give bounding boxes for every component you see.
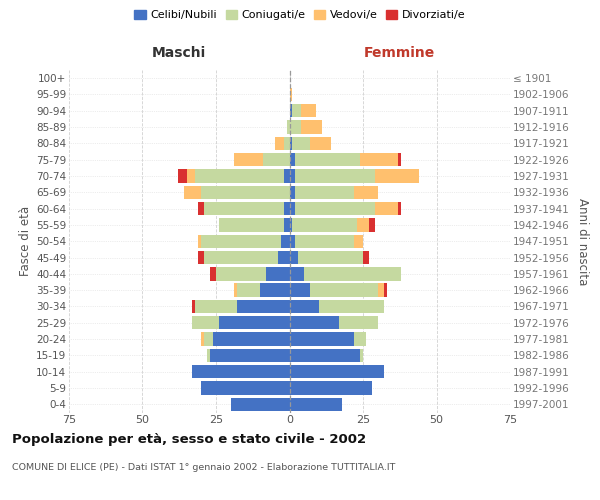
Bar [298, 251, 363, 264]
Bar [290, 218, 292, 232]
Bar [284, 136, 290, 150]
Text: Maschi: Maschi [152, 46, 206, 60]
Bar [340, 316, 378, 330]
Text: COMUNE DI ELICE (PE) - Dati ISTAT 1° gennaio 2002 - Elaborazione TUTTITALIA.IT: COMUNE DI ELICE (PE) - Dati ISTAT 1° gen… [12, 462, 395, 471]
Bar [204, 251, 278, 264]
Y-axis label: Anni di nascita: Anni di nascita [577, 198, 589, 285]
Bar [304, 267, 401, 280]
Bar [202, 234, 281, 248]
Bar [354, 234, 363, 248]
Bar [196, 300, 236, 313]
Bar [230, 398, 290, 411]
Bar [216, 267, 266, 280]
Bar [357, 218, 369, 232]
Bar [295, 186, 354, 199]
Bar [219, 316, 290, 330]
Bar [193, 365, 290, 378]
Bar [290, 186, 295, 199]
Bar [354, 332, 366, 346]
Bar [207, 348, 210, 362]
Bar [290, 170, 295, 182]
Bar [284, 170, 290, 182]
Bar [184, 186, 202, 199]
Bar [290, 300, 319, 313]
Bar [295, 234, 354, 248]
Bar [290, 251, 298, 264]
Legend: Celibi/Nubili, Coniugati/e, Vedovi/e, Divorziati/e: Celibi/Nubili, Coniugati/e, Vedovi/e, Di… [130, 6, 470, 25]
Bar [290, 234, 295, 248]
Bar [266, 267, 290, 280]
Bar [290, 267, 304, 280]
Bar [295, 153, 360, 166]
Bar [398, 153, 401, 166]
Bar [290, 202, 295, 215]
Bar [290, 284, 310, 297]
Bar [193, 300, 196, 313]
Bar [290, 136, 292, 150]
Bar [236, 284, 260, 297]
Bar [196, 170, 284, 182]
Bar [219, 218, 284, 232]
Bar [290, 104, 292, 118]
Text: Femmine: Femmine [364, 46, 436, 60]
Bar [204, 202, 284, 215]
Bar [284, 202, 290, 215]
Bar [290, 120, 301, 134]
Bar [360, 153, 398, 166]
Bar [263, 153, 290, 166]
Bar [295, 202, 375, 215]
Bar [354, 186, 378, 199]
Bar [178, 170, 187, 182]
Bar [378, 284, 383, 297]
Bar [295, 170, 375, 182]
Bar [383, 284, 386, 297]
Bar [319, 300, 383, 313]
Bar [281, 234, 290, 248]
Bar [369, 218, 375, 232]
Bar [292, 136, 310, 150]
Bar [292, 218, 357, 232]
Bar [290, 365, 383, 378]
Bar [284, 218, 290, 232]
Bar [202, 186, 290, 199]
Y-axis label: Fasce di età: Fasce di età [19, 206, 32, 276]
Bar [233, 153, 263, 166]
Bar [398, 202, 401, 215]
Bar [210, 348, 290, 362]
Bar [290, 398, 343, 411]
Bar [204, 332, 213, 346]
Bar [210, 267, 216, 280]
Bar [193, 316, 219, 330]
Bar [199, 251, 204, 264]
Bar [290, 316, 340, 330]
Bar [236, 300, 290, 313]
Bar [363, 251, 369, 264]
Bar [213, 332, 290, 346]
Bar [290, 382, 372, 394]
Bar [290, 153, 295, 166]
Bar [202, 332, 204, 346]
Bar [202, 382, 290, 394]
Bar [301, 120, 322, 134]
Bar [360, 348, 363, 362]
Bar [310, 284, 378, 297]
Bar [290, 88, 292, 101]
Text: Popolazione per età, sesso e stato civile - 2002: Popolazione per età, sesso e stato civil… [12, 432, 366, 446]
Bar [187, 170, 196, 182]
Bar [301, 104, 316, 118]
Bar [290, 348, 360, 362]
Bar [310, 136, 331, 150]
Bar [260, 284, 290, 297]
Bar [278, 251, 290, 264]
Bar [375, 202, 398, 215]
Bar [199, 202, 204, 215]
Bar [375, 170, 419, 182]
Bar [199, 234, 202, 248]
Bar [275, 136, 284, 150]
Bar [290, 332, 354, 346]
Bar [292, 104, 301, 118]
Bar [233, 284, 236, 297]
Bar [287, 120, 290, 134]
